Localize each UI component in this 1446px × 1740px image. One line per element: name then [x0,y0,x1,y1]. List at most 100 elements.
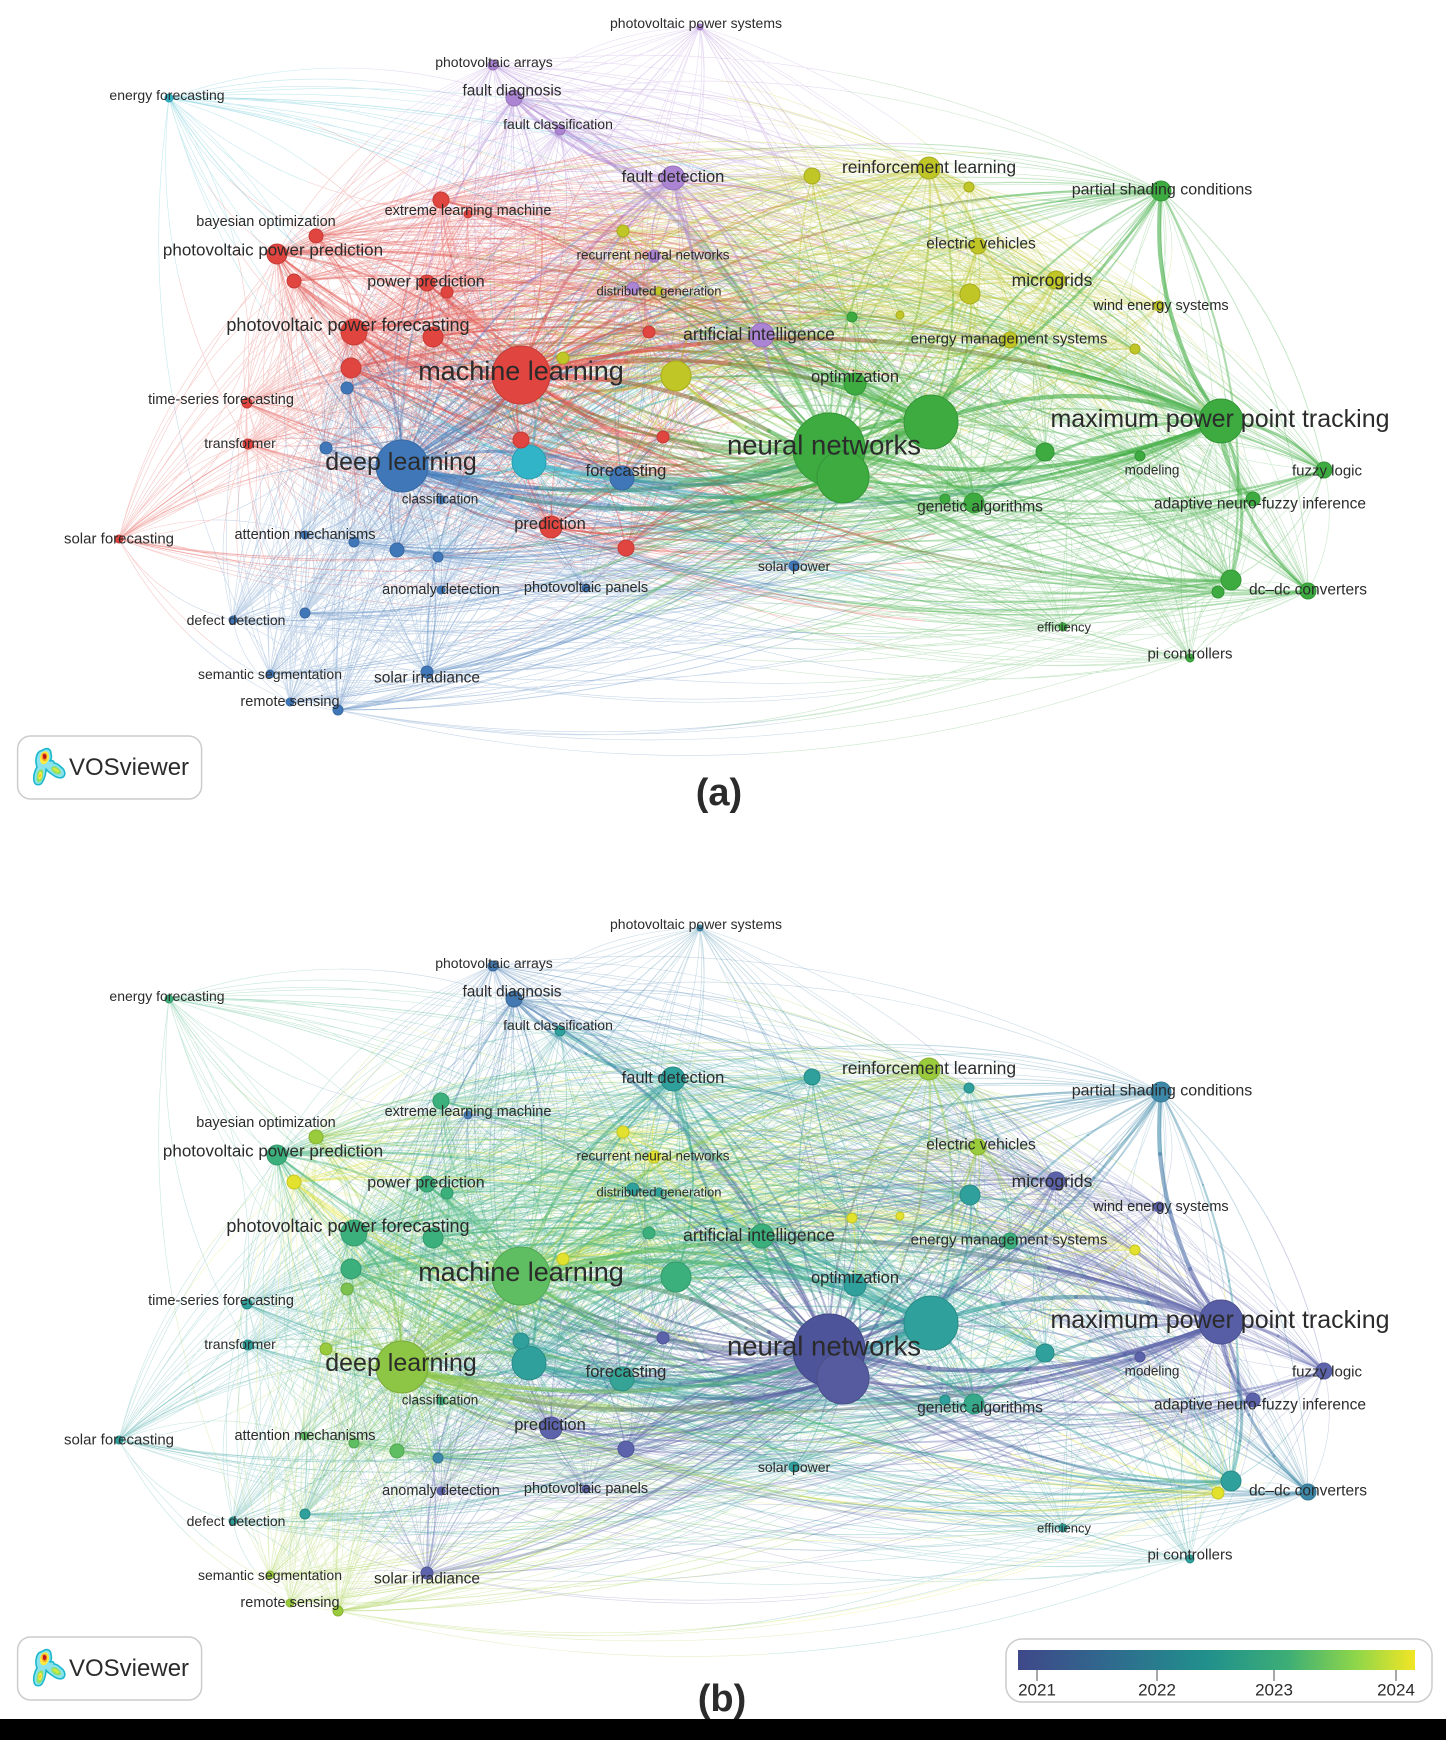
svg-text:fuzzy logic: fuzzy logic [1292,1364,1363,1381]
svg-text:attention mechanisms: attention mechanisms [234,527,375,543]
svg-text:photovoltaic power prediction: photovoltaic power prediction [163,241,383,260]
svg-text:adaptive neuro-fuzzy inference: adaptive neuro-fuzzy inference [1154,496,1366,513]
svg-text:anomaly detection: anomaly detection [382,582,500,598]
svg-text:microgrids: microgrids [1012,1171,1093,1191]
svg-text:classification: classification [402,1393,479,1408]
svg-text:transformer: transformer [204,435,276,451]
svg-text:recurrent neural networks: recurrent neural networks [576,248,729,263]
svg-text:2021: 2021 [1018,1681,1056,1700]
svg-text:VOSviewer: VOSviewer [69,754,189,781]
svg-text:microgrids: microgrids [1012,270,1093,290]
svg-text:fuzzy logic: fuzzy logic [1292,463,1363,480]
svg-text:distributed generation: distributed generation [596,284,721,299]
svg-text:wind energy systems: wind energy systems [1092,298,1228,314]
svg-text:forecasting: forecasting [586,1363,667,1381]
svg-text:optimization: optimization [811,1269,899,1287]
svg-text:energy management systems: energy management systems [911,331,1108,348]
svg-text:reinforcement learning: reinforcement learning [842,157,1016,177]
svg-text:energy forecasting: energy forecasting [109,87,224,103]
svg-text:attention mechanisms: attention mechanisms [234,1428,375,1444]
svg-text:defect detection: defect detection [187,1513,286,1529]
svg-text:power prediction: power prediction [367,274,484,291]
svg-text:maximum power point tracking: maximum power point tracking [1050,405,1389,433]
svg-text:recurrent neural networks: recurrent neural networks [576,1149,729,1164]
svg-text:distributed generation: distributed generation [596,1185,721,1200]
svg-text:machine learning: machine learning [418,1257,624,1287]
svg-text:extreme learning machine: extreme learning machine [385,1104,552,1120]
svg-text:partial shading conditions: partial shading conditions [1072,1083,1253,1100]
svg-text:power prediction: power prediction [367,1175,484,1192]
svg-text:fault diagnosis: fault diagnosis [462,83,561,100]
svg-text:semantic segmentation: semantic segmentation [198,666,342,682]
svg-text:VOSviewer: VOSviewer [69,1655,189,1682]
svg-text:neural networks: neural networks [727,1331,921,1362]
svg-text:electric vehicles: electric vehicles [926,1137,1036,1154]
svg-text:solar power: solar power [758,1459,831,1475]
svg-text:remote sensing: remote sensing [240,694,339,710]
svg-text:solar irradiance: solar irradiance [374,670,480,687]
svg-text:anomaly detection: anomaly detection [382,1483,500,1499]
svg-text:maximum power point tracking: maximum power point tracking [1050,1306,1389,1334]
svg-text:remote sensing: remote sensing [240,1595,339,1611]
svg-text:electric vehicles: electric vehicles [926,236,1036,253]
svg-text:photovoltaic panels: photovoltaic panels [524,580,648,596]
svg-text:transformer: transformer [204,1336,276,1352]
svg-text:2022: 2022 [1138,1681,1176,1700]
svg-text:adaptive neuro-fuzzy inference: adaptive neuro-fuzzy inference [1154,1397,1366,1414]
svg-text:semantic segmentation: semantic segmentation [198,1567,342,1583]
svg-text:photovoltaic power systems: photovoltaic power systems [610,916,782,932]
svg-text:photovoltaic power forecasting: photovoltaic power forecasting [226,315,469,335]
svg-text:genetic algorithms: genetic algorithms [917,1400,1043,1417]
svg-text:pi controllers: pi controllers [1147,646,1232,663]
svg-text:solar forecasting: solar forecasting [64,1432,174,1449]
svg-text:artificial intelligence: artificial intelligence [683,1225,835,1245]
svg-text:partial shading conditions: partial shading conditions [1072,182,1253,199]
svg-text:fault classification: fault classification [503,1017,613,1033]
svg-text:fault detection: fault detection [622,168,725,186]
svg-text:bayesian optimization: bayesian optimization [196,1115,335,1131]
svg-text:(b): (b) [698,1678,747,1720]
svg-text:photovoltaic power prediction: photovoltaic power prediction [163,1142,383,1161]
svg-text:dc–dc converters: dc–dc converters [1249,582,1367,599]
svg-text:machine learning: machine learning [418,356,624,386]
svg-text:2024: 2024 [1377,1681,1415,1700]
svg-text:solar power: solar power [758,558,831,574]
svg-text:defect detection: defect detection [187,612,286,628]
svg-text:deep learning: deep learning [325,448,477,476]
svg-text:classification: classification [402,492,479,507]
svg-text:energy management systems: energy management systems [911,1232,1108,1249]
svg-text:solar irradiance: solar irradiance [374,1571,480,1588]
svg-text:neural networks: neural networks [727,430,921,461]
svg-text:fault detection: fault detection [622,1069,725,1087]
svg-text:extreme learning machine: extreme learning machine [385,203,552,219]
svg-text:time-series forecasting: time-series forecasting [148,392,294,408]
svg-text:modeling: modeling [1125,463,1180,478]
svg-text:reinforcement learning: reinforcement learning [842,1058,1016,1078]
svg-text:prediction: prediction [514,1416,586,1434]
svg-text:photovoltaic arrays: photovoltaic arrays [435,54,553,70]
svg-text:2023: 2023 [1255,1681,1293,1700]
svg-text:efficiency: efficiency [1037,620,1091,635]
svg-text:time-series forecasting: time-series forecasting [148,1293,294,1309]
svg-text:optimization: optimization [811,368,899,386]
svg-text:modeling: modeling [1125,1364,1180,1379]
svg-text:wind energy systems: wind energy systems [1092,1199,1228,1215]
svg-text:pi controllers: pi controllers [1147,1547,1232,1564]
svg-text:prediction: prediction [514,515,586,533]
svg-text:genetic algorithms: genetic algorithms [917,499,1043,516]
svg-text:fault classification: fault classification [503,116,613,132]
svg-text:efficiency: efficiency [1037,1521,1091,1536]
svg-text:dc–dc converters: dc–dc converters [1249,1483,1367,1500]
svg-text:deep learning: deep learning [325,1349,477,1377]
svg-text:fault diagnosis: fault diagnosis [462,984,561,1001]
svg-text:photovoltaic power systems: photovoltaic power systems [610,15,782,31]
svg-text:solar forecasting: solar forecasting [64,531,174,548]
svg-text:(a): (a) [696,772,742,814]
svg-text:bayesian optimization: bayesian optimization [196,214,335,230]
svg-text:energy forecasting: energy forecasting [109,988,224,1004]
svg-text:artificial intelligence: artificial intelligence [683,324,835,344]
svg-text:forecasting: forecasting [586,462,667,480]
svg-text:photovoltaic arrays: photovoltaic arrays [435,955,553,971]
svg-text:photovoltaic power forecasting: photovoltaic power forecasting [226,1216,469,1236]
svg-text:photovoltaic panels: photovoltaic panels [524,1481,648,1497]
